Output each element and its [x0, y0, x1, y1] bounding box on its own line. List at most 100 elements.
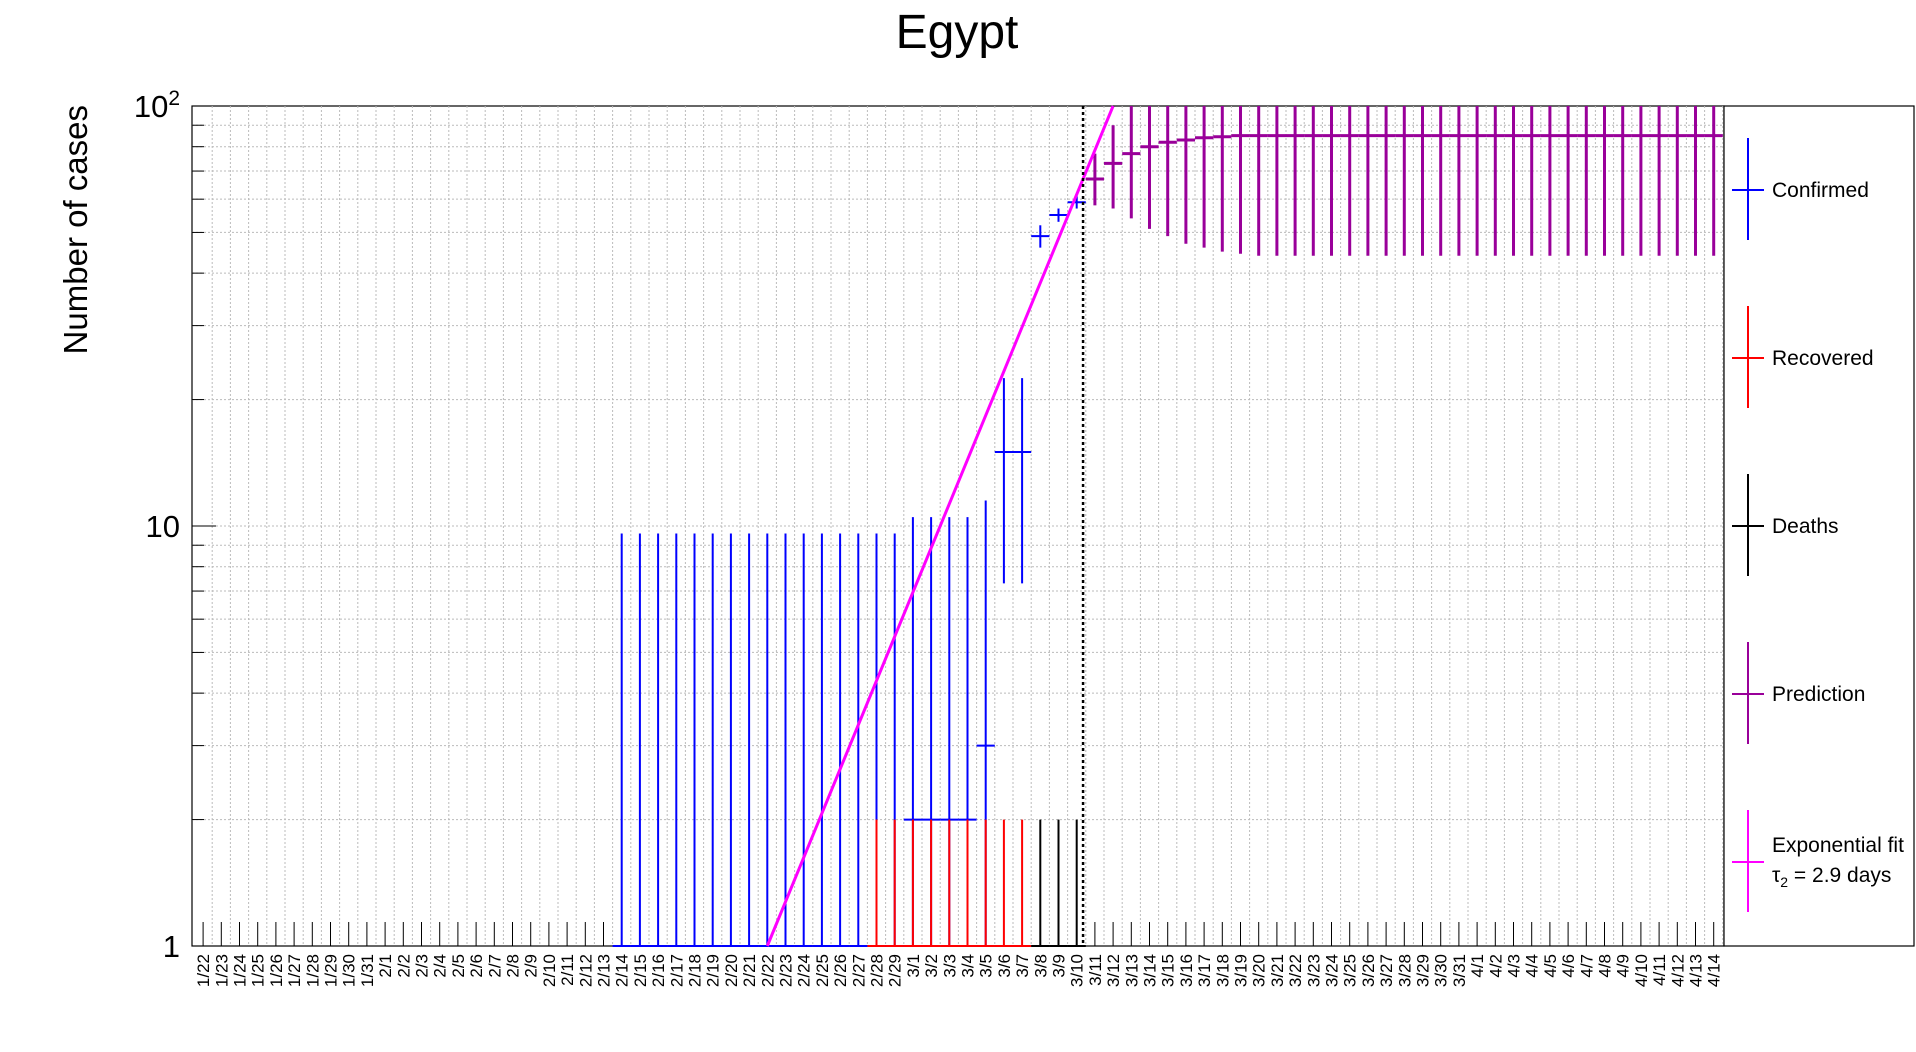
x-tick-label: 3/25: [1341, 954, 1360, 987]
x-tick-label: 4/8: [1596, 954, 1615, 978]
x-tick-label: 3/10: [1068, 954, 1087, 987]
x-tick-label: 2/27: [849, 954, 868, 987]
x-tick-label: 2/17: [667, 954, 686, 987]
x-tick-label: 4/11: [1650, 954, 1669, 986]
legend: Confirmed Recovered Deaths Prediction Expone…: [1723, 105, 1915, 947]
x-tick-label: 1/24: [231, 954, 250, 987]
x-tick-label: 3/31: [1450, 954, 1469, 987]
x-tick-label: 1/22: [194, 954, 213, 987]
x-tick-label: 3/13: [1122, 954, 1141, 987]
fit-line: [765, 105, 1115, 947]
x-tick-label: 3/9: [1050, 954, 1069, 978]
x-tick-label: 2/6: [467, 954, 486, 978]
legend-label: Prediction: [1772, 683, 1865, 706]
x-tick-label: 3/22: [1286, 954, 1305, 987]
x-tick-label: 2/16: [649, 954, 668, 987]
x-tick-label: 4/10: [1632, 954, 1651, 987]
x-tick-label: 4/3: [1505, 954, 1524, 978]
y-tick-labels: 1 10 102: [134, 87, 180, 964]
x-tick-label: 4/9: [1614, 954, 1633, 978]
x-tick-label: 3/3: [940, 954, 959, 978]
x-tick-label: 3/14: [1141, 954, 1160, 987]
x-tick-label: 1/29: [322, 954, 341, 987]
x-tick-label: 2/2: [394, 954, 413, 978]
x-tick-label: 2/26: [831, 954, 850, 987]
x-tick-label: 2/28: [868, 954, 887, 987]
x-tick-label: 2/14: [613, 954, 632, 987]
x-tick-label: 4/5: [1541, 954, 1560, 978]
legend-entry: Confirmed: [1732, 138, 1869, 240]
x-tick-label: 4/4: [1523, 954, 1542, 978]
y-axis-label: Number of cases: [57, 105, 94, 354]
x-tick-label: 2/20: [722, 954, 741, 987]
x-tick-label: 3/1: [904, 954, 923, 978]
y-tick-label: 1: [163, 929, 180, 964]
chart-title: Egypt: [896, 6, 1019, 59]
x-tick-label: 4/12: [1668, 954, 1687, 987]
x-tick-label: 2/7: [485, 954, 504, 978]
x-tick-label: 2/25: [813, 954, 832, 987]
x-tick-label: 4/2: [1486, 954, 1505, 978]
x-tick-label: 2/9: [522, 954, 541, 978]
x-tick-label: 2/23: [777, 954, 796, 987]
legend-label: Exponential fit: [1772, 834, 1904, 857]
legend-sublabel: τ2 = 2.9 days: [1772, 864, 1891, 890]
x-tick-label: 3/4: [959, 954, 978, 978]
x-tick-label: 3/30: [1432, 954, 1451, 987]
legend-label: Deaths: [1772, 515, 1839, 538]
x-tick-label: 4/7: [1577, 954, 1596, 978]
x-tick-label: 2/22: [758, 954, 777, 987]
x-tick-label: 3/29: [1414, 954, 1433, 987]
series-exponential-fit: [765, 105, 1115, 947]
x-tick-label: 2/1: [376, 954, 395, 978]
x-tick-label: 2/13: [595, 954, 614, 987]
legend-entry: Recovered: [1732, 306, 1874, 408]
x-tick-label: 1/25: [249, 954, 268, 987]
x-tick-label: 3/15: [1159, 954, 1178, 987]
x-tick-label: 2/11: [558, 954, 577, 986]
x-tick-label: 3/7: [1013, 954, 1032, 978]
x-tick-label: 1/30: [340, 954, 359, 987]
x-tick-label: 3/18: [1213, 954, 1232, 987]
x-tick-label: 1/26: [267, 954, 286, 987]
x-tick-label: 3/5: [977, 954, 996, 978]
x-tick-label: 2/3: [413, 954, 432, 978]
x-tick-label: 2/21: [740, 954, 759, 987]
x-tick-label: 1/31: [358, 954, 377, 987]
x-tick-label: 1/28: [303, 954, 322, 987]
y-tick-label: 10: [146, 509, 180, 544]
x-tick-label: 3/12: [1104, 954, 1123, 987]
legend-entry: Deaths: [1732, 474, 1839, 576]
series-recovered: [867, 819, 1032, 947]
x-tick-label: 2/8: [504, 954, 523, 978]
x-tick-label: 3/21: [1268, 954, 1287, 987]
data-marks: [612, 105, 1723, 947]
x-tick-label: 2/19: [704, 954, 723, 987]
x-tick-label: 3/6: [995, 954, 1014, 978]
x-tick-labels: 1/22 1/23 1/24 1/25 1/26 1/27 1/28 1/29 1/30 1/31…: [194, 954, 1724, 987]
legend-entry: Prediction: [1732, 642, 1865, 744]
x-tick-label: 3/16: [1177, 954, 1196, 987]
x-tick-label: 2/29: [886, 954, 905, 987]
legend-label: Recovered: [1772, 347, 1874, 370]
x-tick-label: 3/8: [1031, 954, 1050, 978]
x-tick-label: 2/5: [449, 954, 468, 978]
x-tick-label: 4/14: [1705, 954, 1724, 987]
series-deaths: [1031, 819, 1086, 947]
y-tick-label: 102: [134, 87, 180, 124]
x-tick-label: 4/6: [1559, 954, 1578, 978]
x-tick-label: 4/1: [1468, 954, 1487, 978]
x-tick-label: 3/17: [1195, 954, 1214, 987]
x-tick-label: 3/23: [1304, 954, 1323, 987]
x-tick-label: 3/11: [1086, 954, 1105, 986]
x-tick-label: 1/23: [212, 954, 231, 987]
legend-label: Confirmed: [1772, 179, 1869, 202]
x-tick-label: 2/18: [686, 954, 705, 987]
series-prediction: [1085, 106, 1723, 256]
x-tick-label: 3/24: [1323, 954, 1342, 987]
x-tick-label: 4/13: [1687, 954, 1706, 987]
x-tick-label: 2/24: [795, 954, 814, 987]
x-tick-label: 3/28: [1395, 954, 1414, 987]
legend-entry: Exponential fit τ2 = 2.9 days: [1732, 810, 1904, 912]
